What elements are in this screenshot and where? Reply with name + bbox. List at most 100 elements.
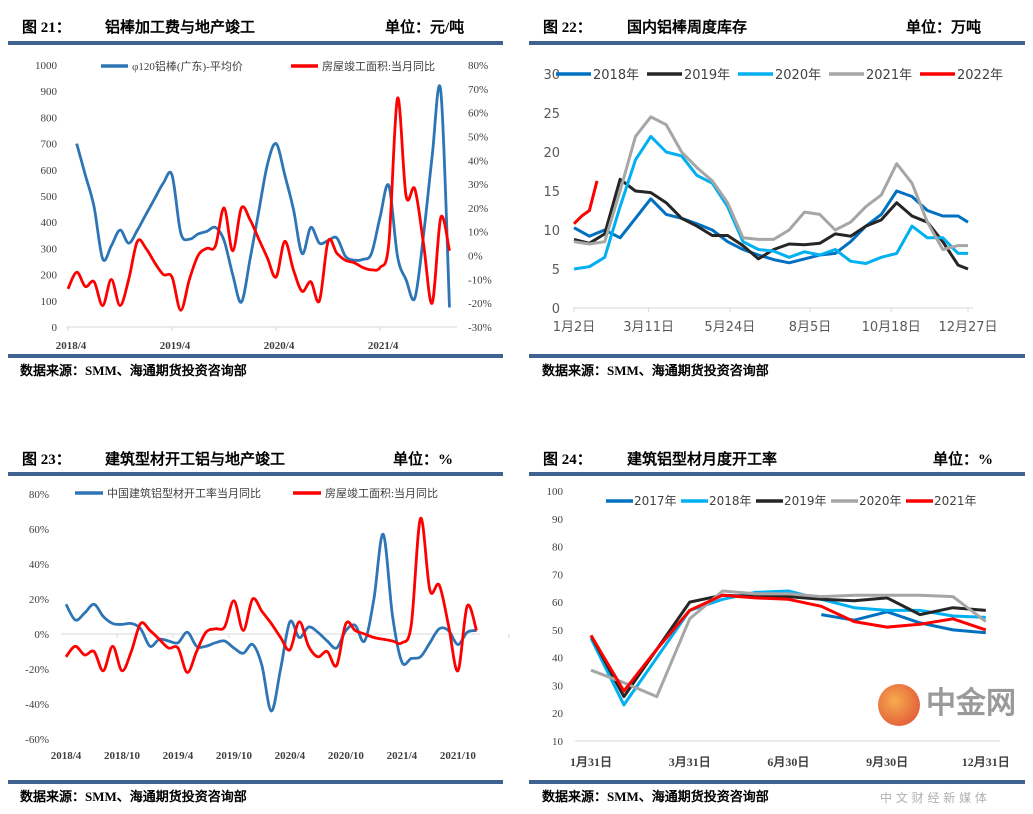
c22-legend-label: 2020年 [775,68,821,83]
c22-x-tick-label: 3月11日 [623,320,674,335]
c21-y-tick-right: 80% [468,60,488,72]
c24-y-tick: 10 [552,736,564,748]
c23-x-tick-label: 2020/10 [328,750,365,762]
c21-y-tick-left: 600 [41,165,58,177]
figure-21-top-rule [8,41,503,45]
c22-x-tick-label: 12月27日 [938,320,997,335]
c21-y-tick-left: 300 [41,243,58,255]
c23-y-tick: -20% [25,664,49,676]
c22-series-line-2021年 [573,115,968,251]
figure-22-number: 图 22： [543,20,592,36]
c21-y-tick-right: 30% [468,179,488,191]
figure-24-source: 数据来源：SMM、海通期货投资咨询部 [542,789,769,804]
c21-x-tick-label: 2021/4 [368,340,399,352]
c21-legend-label: φ120铝棒(广东)-平均价 [132,59,243,73]
c23-legend-label: 房屋竣工面积:当月同比 [325,486,438,500]
figure-22-source: 数据来源：SMM、海通期货投资咨询部 [542,363,769,378]
c22-series-line-2022年 [572,180,599,225]
figure-22-unit: 单位：万吨 [906,20,982,36]
c21-x-tick-label: 2018/4 [56,340,87,352]
c22-legend-label: 2021年 [866,68,912,83]
c22-legend-label: 2019年 [684,68,730,83]
figure-21-title: 铝棒加工费与地产竣工 [105,20,256,36]
c24-series-line-2018年 [589,589,986,707]
c21-x-tick-label: 2019/4 [160,340,191,352]
c21-series-line-1 [66,96,451,312]
c24-legend-label: 2018年 [709,494,752,508]
c21-y-tick-left: 0 [52,322,58,334]
c22-legend-label: 2022年 [957,68,1003,83]
c21-series-line-0 [75,84,451,308]
c24-legend-label: 2019年 [784,494,827,508]
c22-x-tick-label: 1月2日 [553,320,596,335]
c23-y-tick: 80% [29,489,49,501]
c21-y-tick-left: 800 [41,112,58,124]
c24-y-tick: 100 [547,486,564,498]
c22-series-line-2018年 [573,189,969,265]
c24-series-line-2021年 [589,593,987,693]
c22-x-tick-label: 8月5日 [789,320,832,335]
c24-y-tick: 90 [552,514,564,526]
c21-y-tick-right: 70% [468,84,488,96]
c23-y-tick: -40% [25,699,49,711]
c24-y-tick: 30 [552,680,564,692]
figure-22-top-rule [529,41,1025,45]
c24-y-tick: 40 [552,653,564,665]
c23-series-line-0 [64,532,477,713]
c23-y-tick: 40% [29,559,49,571]
c24-x-tick-label: 6月30日 [767,755,809,769]
c21-y-tick-right: -10% [468,274,492,286]
figure-21-number: 图 21： [22,20,71,36]
c23-x-tick-label: 2019/10 [216,750,253,762]
watermark-tagline: 中 文 财 经 新 媒 体 [880,791,987,805]
c23-x-tick-label: 2018/10 [104,750,141,762]
figure-23-number: 图 23： [22,452,71,468]
c23-y-tick: 0% [34,629,49,641]
c21-y-tick-left: 100 [41,296,58,308]
figure-22-bottom-rule [529,354,1025,358]
c21-y-tick-left: 500 [41,191,58,203]
c23-y-tick: 60% [29,524,49,536]
c22-series-line-2019年 [573,177,969,271]
c22-y-tick: 20 [543,146,560,161]
c23-y-tick: -60% [25,734,49,746]
c22-legend-label: 2018年 [593,68,639,83]
figure-23-top-rule [8,472,503,476]
figure-21-bottom-rule [8,354,503,358]
watermark-logo-icon [878,684,920,726]
figure-21-source: 数据来源：SMM、海通期货投资咨询部 [20,363,247,378]
c23-legend-label: 中国建筑铝型材开工率当月同比 [107,486,261,500]
c24-legend-label: 2021年 [934,494,977,508]
c23-y-tick: 20% [29,594,49,606]
figure-24-title: 建筑铝型材月度开工率 [627,452,778,468]
c21-y-tick-right: 0% [468,251,483,263]
c22-y-tick: 5 [552,263,560,278]
c21-y-tick-right: 10% [468,227,488,239]
c21-y-tick-right: 50% [468,131,488,143]
figure-23-unit: 单位：% [393,452,454,468]
c23-x-tick-label: 2018/4 [51,750,82,762]
c21-y-tick-right: 20% [468,203,488,215]
c24-y-tick: 20 [552,708,564,720]
c22-y-tick: 15 [543,185,560,200]
c22-x-tick-label: 5月24日 [704,320,755,335]
figure-22-title: 国内铝棒周度库存 [627,20,748,36]
figure-24-top-rule [529,472,1025,476]
c21-y-tick-right: 40% [468,155,488,167]
c24-x-tick-label: 12月31日 [962,755,1010,769]
figure-24-unit: 单位：% [933,452,994,468]
figure-24-number: 图 24： [543,452,592,468]
c22-y-tick: 25 [543,107,560,122]
figure-23-title: 建筑型材开工铝与地产竣工 [105,452,286,468]
c24-y-tick: 50 [552,625,564,637]
c24-legend-label: 2017年 [634,494,677,508]
figure-23-source: 数据来源：SMM、海通期货投资咨询部 [20,789,247,804]
c23-x-tick-label: 2020/4 [275,750,306,762]
c22-series-line-2020年 [573,134,968,271]
c22-y-tick: 30 [543,68,560,83]
c22-y-tick: 10 [543,224,560,239]
c21-y-tick-right: 60% [468,108,488,120]
figure-23-bottom-rule [8,780,503,784]
c24-x-tick-label: 9月30日 [866,755,908,769]
